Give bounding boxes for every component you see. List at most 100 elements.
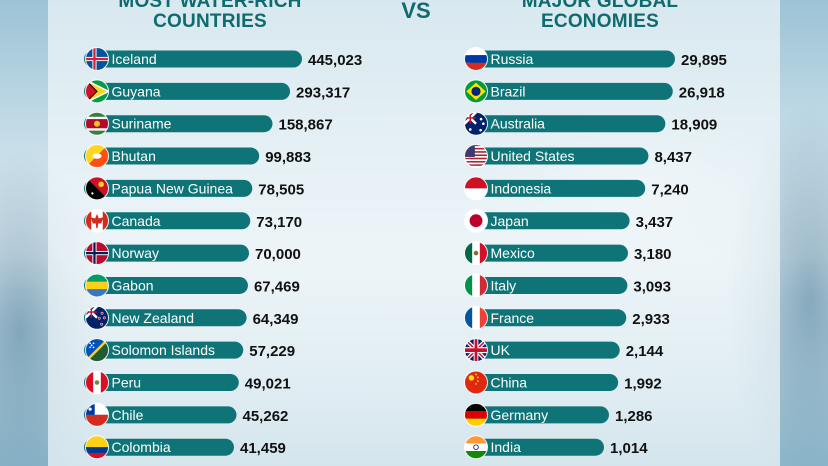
canada-flag-icon bbox=[85, 209, 109, 233]
mexico-flag-icon bbox=[464, 241, 488, 265]
category-label: Peru bbox=[112, 375, 142, 391]
value-label: 29,895 bbox=[681, 52, 727, 69]
gabon-flag-icon bbox=[85, 273, 109, 297]
bar bbox=[84, 276, 248, 294]
india-flag-icon bbox=[464, 435, 488, 459]
value-label: 67,469 bbox=[254, 278, 300, 295]
russia-flag-icon bbox=[464, 47, 488, 71]
major-economies-chart: Russia 29,895 Brazil 26,918 Australia 18,909 U… bbox=[464, 47, 727, 460]
bar-row: Gabon 67,469 bbox=[84, 273, 300, 298]
value-label: 2,933 bbox=[632, 311, 670, 328]
japan-flag-icon bbox=[464, 209, 488, 233]
bar-row: Russia 29,895 bbox=[464, 47, 727, 71]
category-label: Brazil bbox=[491, 83, 526, 99]
category-label: Guyana bbox=[112, 83, 161, 99]
bar bbox=[469, 147, 649, 165]
bar-row: United States 8,437 bbox=[464, 144, 692, 169]
bar bbox=[469, 179, 646, 197]
bar-row: France 2,933 bbox=[464, 305, 670, 330]
category-label: United States bbox=[491, 148, 575, 164]
value-label: 445,023 bbox=[308, 52, 362, 69]
guyana-flag-icon bbox=[85, 79, 109, 103]
new-zealand-flag-icon bbox=[85, 306, 109, 330]
value-label: 18,909 bbox=[671, 117, 717, 134]
bar bbox=[84, 341, 244, 359]
bar bbox=[84, 374, 239, 391]
bar bbox=[84, 244, 250, 262]
category-label: Germany bbox=[491, 407, 549, 423]
value-label: 64,349 bbox=[253, 311, 299, 328]
value-label: 1,992 bbox=[624, 376, 662, 393]
bar-row: Peru 49,021 bbox=[84, 370, 291, 395]
bar-row: Guyana 293,317 bbox=[84, 79, 350, 104]
left-heading: MOST WATER-RICH COUNTRIES bbox=[90, 0, 330, 32]
bar-row: New Zealand 64,349 bbox=[84, 305, 299, 330]
italy-flag-icon bbox=[464, 273, 488, 297]
category-label: Norway bbox=[112, 245, 159, 261]
bar-row: Indonesia 7,240 bbox=[464, 176, 689, 201]
category-label: UK bbox=[491, 342, 511, 358]
value-label: 158,867 bbox=[278, 117, 332, 134]
value-label: 293,317 bbox=[296, 84, 350, 101]
water-rich-chart: Iceland 445,023 Guyana 293,317 Suriname 158,8… bbox=[84, 47, 362, 460]
indonesia-flag-icon bbox=[464, 176, 488, 200]
left-heading-line-1: MOST WATER-RICH bbox=[118, 0, 302, 12]
bar bbox=[469, 341, 620, 359]
bar-row: Colombia 41,459 bbox=[84, 435, 286, 460]
bar-row: Norway 70,000 bbox=[84, 241, 301, 266]
bar bbox=[84, 115, 273, 133]
bar bbox=[84, 309, 247, 327]
bar-row: Bhutan 99,883 bbox=[84, 144, 311, 169]
bar-row: Solomon Islands 57,229 bbox=[84, 338, 295, 363]
category-label: Solomon Islands bbox=[112, 342, 216, 358]
bar bbox=[84, 50, 302, 68]
uk-flag-icon bbox=[464, 338, 488, 362]
bar bbox=[469, 50, 675, 68]
category-label: Colombia bbox=[112, 439, 171, 455]
value-label: 7,240 bbox=[651, 181, 689, 198]
value-label: 3,093 bbox=[633, 278, 671, 295]
bar-row: Mexico 3,180 bbox=[464, 241, 672, 266]
value-label: 49,021 bbox=[245, 376, 291, 393]
category-label: New Zealand bbox=[112, 310, 195, 326]
category-label: Canada bbox=[112, 213, 161, 229]
chile-flag-icon bbox=[85, 403, 109, 427]
china-flag-icon bbox=[464, 371, 488, 394]
category-label: Chile bbox=[112, 407, 144, 423]
bar bbox=[84, 438, 234, 456]
bar-row: Germany 1,286 bbox=[464, 402, 653, 427]
value-label: 70,000 bbox=[255, 246, 301, 263]
bhutan-flag-icon bbox=[85, 144, 109, 168]
category-label: Australia bbox=[491, 116, 546, 132]
papua-new-guinea-flag-icon bbox=[85, 176, 109, 200]
value-label: 2,144 bbox=[626, 343, 664, 360]
value-label: 41,459 bbox=[240, 440, 286, 457]
germany-flag-icon bbox=[464, 403, 488, 427]
bar-row: Brazil 26,918 bbox=[464, 79, 725, 104]
bar bbox=[469, 212, 630, 230]
vs-label: VS bbox=[401, 0, 431, 23]
category-label: Papua New Guinea bbox=[112, 180, 234, 196]
category-label: China bbox=[491, 375, 528, 391]
bar-row: Papua New Guinea 78,505 bbox=[84, 176, 304, 201]
bar-row: India 1,014 bbox=[464, 435, 648, 460]
left-heading-line-2: COUNTRIES bbox=[153, 11, 267, 32]
colombia-flag-icon bbox=[85, 435, 109, 459]
brazil-flag-icon bbox=[464, 79, 488, 103]
bar-row: UK 2,144 bbox=[464, 338, 664, 363]
value-label: 3,437 bbox=[636, 214, 674, 231]
bar-row: China 1,992 bbox=[464, 370, 662, 395]
bar-row: Suriname 158,867 bbox=[84, 111, 333, 136]
bar-row: Australia 18,909 bbox=[464, 111, 717, 136]
iceland-flag-icon bbox=[85, 47, 109, 71]
bar bbox=[469, 244, 628, 262]
bar bbox=[84, 147, 260, 165]
right-heading-line-1: MAJOR GLOBAL bbox=[521, 0, 679, 12]
category-label: Italy bbox=[491, 277, 517, 293]
value-label: 26,918 bbox=[679, 84, 725, 101]
peru-flag-icon bbox=[85, 371, 109, 394]
category-label: Suriname bbox=[112, 116, 172, 132]
right-heading: MAJOR GLOBAL ECONOMIES bbox=[480, 0, 720, 32]
bar bbox=[84, 406, 237, 424]
